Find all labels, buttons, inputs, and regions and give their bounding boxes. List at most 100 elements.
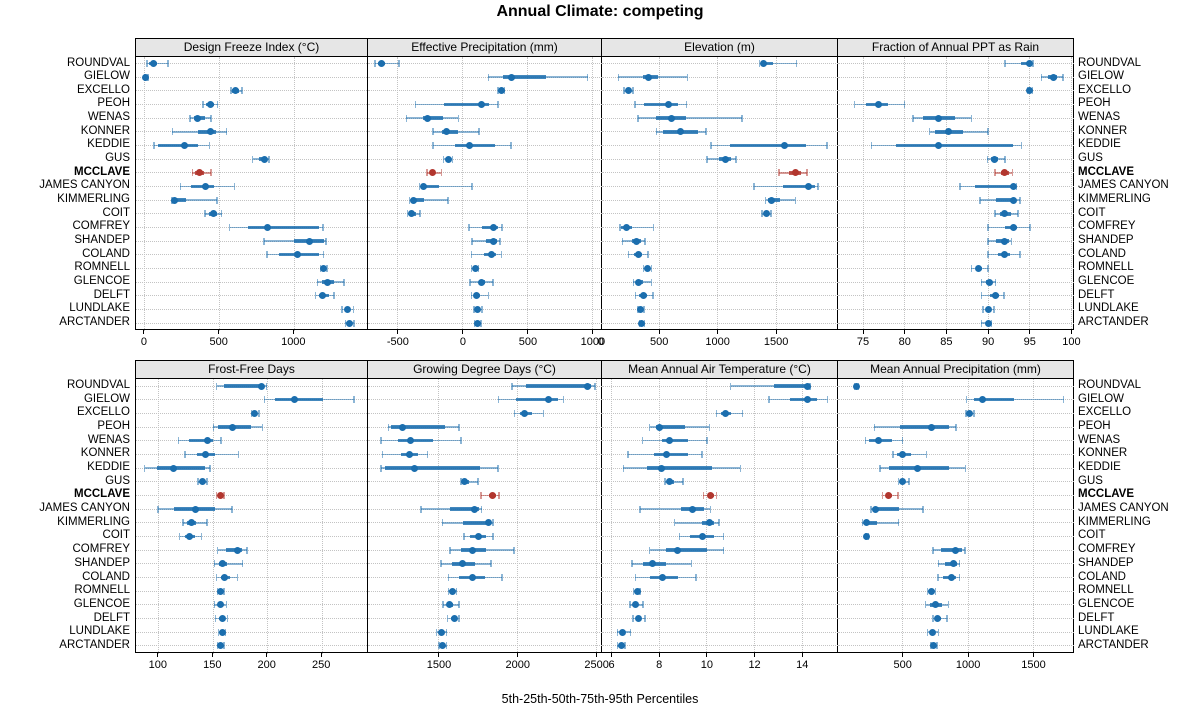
whisker-cap <box>634 574 637 582</box>
whisker-cap <box>210 169 212 177</box>
median-dot <box>217 601 225 609</box>
h-gridline <box>838 508 1074 510</box>
whisker-cap <box>231 505 233 513</box>
whisker-cap <box>237 450 240 458</box>
station-label-right: DELFT <box>1078 611 1115 624</box>
median-dot <box>676 128 684 136</box>
station-label-right: GUS <box>1078 152 1103 165</box>
whisker-line <box>1004 62 1034 65</box>
whisker-cap <box>979 196 981 204</box>
whisker-cap <box>870 141 873 149</box>
x-tick-label: 90 <box>981 336 995 348</box>
whisker-cap <box>447 196 449 204</box>
v-gridline <box>219 57 221 331</box>
station-label-right: PEOH <box>1078 420 1111 433</box>
x-tick-mark <box>596 653 598 657</box>
h-gridline <box>602 590 838 592</box>
h-gridline <box>368 453 602 455</box>
whisker-cap <box>513 409 516 417</box>
v-gridline <box>144 57 146 331</box>
h-gridline <box>602 508 838 510</box>
whisker-cap <box>647 251 649 259</box>
whisker-cap <box>460 478 462 486</box>
whisker-cap <box>153 141 155 149</box>
h-gridline <box>838 522 1074 524</box>
iqr-bar <box>644 102 678 107</box>
h-gridline <box>602 131 838 133</box>
median-dot <box>655 423 663 431</box>
h-gridline <box>136 63 369 64</box>
whisker-cap <box>994 210 996 218</box>
whisker-line <box>665 481 684 483</box>
whisker-cap <box>501 574 503 582</box>
whisker-cap <box>594 382 596 390</box>
median-dot <box>257 382 265 390</box>
station-label-left: KEDDIE <box>87 138 130 151</box>
whisker-cap <box>739 464 741 472</box>
whisker-cap <box>314 292 317 300</box>
panel-strip: Effective Precipitation (mm) <box>368 38 602 56</box>
whisker-cap <box>177 437 180 445</box>
median-dot <box>544 396 552 404</box>
whisker-cap <box>513 546 515 554</box>
whisker-cap <box>987 128 989 136</box>
h-gridline <box>602 322 838 324</box>
x-tick-label: 0 <box>597 336 604 348</box>
median-dot <box>666 478 674 486</box>
whisker-cap <box>492 532 494 540</box>
median-dot <box>198 478 206 486</box>
x-tick-label: 2500 <box>584 659 609 671</box>
whisker-cap <box>1032 60 1034 67</box>
whisker-cap <box>1040 73 1043 81</box>
h-gridline <box>368 508 602 510</box>
whisker-cap <box>958 574 961 582</box>
whisker-cap <box>167 60 169 67</box>
x-tick-mark <box>611 653 613 657</box>
v-gridline <box>517 379 519 654</box>
whisker-cap <box>932 615 934 623</box>
iqr-bar <box>173 198 187 202</box>
median-dot <box>1001 251 1009 259</box>
whisker-cap <box>761 210 763 218</box>
whisker-cap <box>964 546 966 554</box>
whisker-cap <box>477 478 479 486</box>
whisker-cap <box>220 210 223 218</box>
whisker-cap <box>542 409 545 417</box>
median-dot <box>689 505 697 513</box>
median-dot <box>664 100 672 108</box>
v-gridline <box>902 379 904 654</box>
median-dot <box>803 382 811 390</box>
station-label-right: GIELOW <box>1078 70 1125 83</box>
whisker-cap <box>881 491 884 499</box>
whisker-cap <box>381 450 384 458</box>
station-label-left: ROMNELL <box>74 584 130 597</box>
median-dot <box>673 546 681 554</box>
x-tick-label: 200 <box>257 659 276 671</box>
x-tick-mark <box>754 653 756 657</box>
h-gridline <box>602 577 838 579</box>
median-dot <box>474 319 482 327</box>
whisker-cap <box>216 196 218 204</box>
median-dot <box>201 182 209 190</box>
x-tick-label: 12 <box>748 659 761 671</box>
iqr-bar <box>444 102 489 107</box>
whisker-cap <box>420 505 422 513</box>
median-dot <box>293 251 301 259</box>
station-label-left: SHANDEP <box>74 556 130 569</box>
whisker-cap <box>853 100 856 108</box>
h-gridline <box>838 631 1074 633</box>
whisker-cap <box>441 519 444 527</box>
whisker-cap <box>206 519 208 527</box>
iqr-bar <box>647 466 712 470</box>
median-dot <box>618 628 626 636</box>
iqr-bar <box>872 507 900 511</box>
whisker-cap <box>1062 396 1065 404</box>
x-tick-mark <box>397 330 399 334</box>
median-dot <box>489 223 497 231</box>
whisker-cap <box>408 196 411 204</box>
median-dot <box>470 505 478 513</box>
h-gridline <box>838 172 1074 174</box>
median-dot <box>899 450 907 458</box>
h-gridline <box>136 90 369 92</box>
whisker-cap <box>510 141 512 149</box>
